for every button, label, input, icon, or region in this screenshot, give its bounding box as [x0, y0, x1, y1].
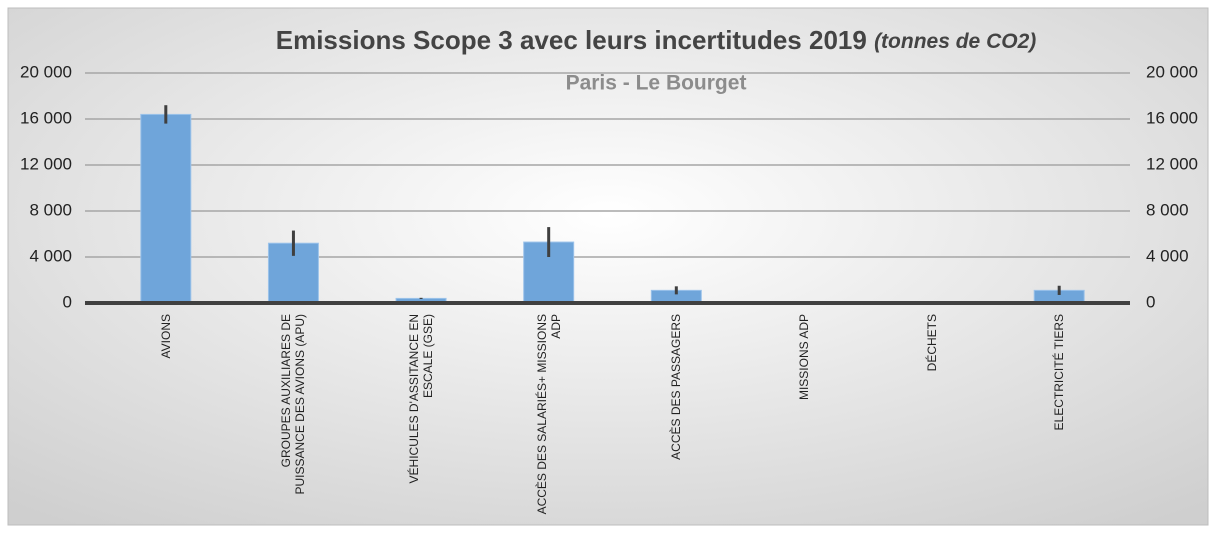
chart-title: Emissions Scope 3 avec leurs incertitude… [276, 25, 1037, 55]
x-tick-label: MISSIONS ADP [796, 314, 811, 401]
y-tick-label: 4 000 [29, 246, 72, 265]
x-tick-label: DÉCHETS [924, 314, 939, 372]
y-tick-label: 0 [63, 292, 72, 311]
x-tick-label: GROUPES AUXILIARES DE PUISSANCE DES AVIO… [279, 314, 308, 495]
title-main: Emissions Scope 3 avec leurs incertitude… [276, 25, 867, 55]
x-tick-label: AVIONS [158, 314, 173, 359]
y2-tick-label: 8 000 [1146, 200, 1189, 219]
y2-tick-label: 16 000 [1146, 108, 1198, 127]
y-tick-label: 16 000 [20, 108, 72, 127]
y2-tick-label: 20 000 [1146, 62, 1198, 81]
title-unit: (tonnes de CO2) [874, 30, 1036, 53]
chart-subtitle: Paris - Le Bourget [566, 72, 747, 95]
y-tick-label: 12 000 [20, 154, 72, 173]
x-tick-label: VÉHICULES D'ASSITANCE EN ESCALE (GSE) [407, 314, 436, 484]
x-tick-label: ELECTRICITÉ TIERS [1052, 314, 1067, 431]
y2-tick-label: 12 000 [1146, 154, 1198, 173]
y-tick-label: 8 000 [29, 200, 72, 219]
x-tick-label: ACCÈS DES SALARIÉS+ MISSIONS ADP [534, 314, 563, 515]
bar [140, 113, 192, 304]
background [7, 7, 1209, 526]
y-tick-label: 20 000 [20, 62, 72, 81]
x-tick-label: ACCÈS DES PASSAGERS [669, 314, 684, 460]
y2-tick-label: 4 000 [1146, 246, 1189, 265]
y2-tick-label: 0 [1146, 292, 1155, 311]
